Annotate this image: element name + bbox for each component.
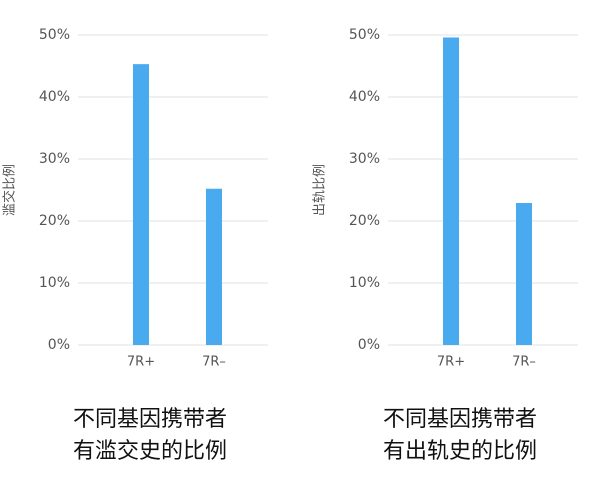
- y-tick-label: 20%: [349, 213, 380, 229]
- chart-title: 不同基因携带者: [73, 407, 227, 432]
- x-tick-label: 7R+: [127, 355, 155, 370]
- chart-title: 不同基因携带者: [383, 407, 537, 432]
- y-tick-label: 30%: [39, 151, 70, 167]
- y-tick-label: 40%: [349, 89, 380, 105]
- y-tick-label: 50%: [39, 27, 70, 43]
- y-tick-label: 10%: [39, 275, 70, 291]
- y-tick-label: 20%: [39, 213, 70, 229]
- bar: [133, 64, 149, 345]
- chart-title: 有滥交史的比例: [73, 439, 227, 464]
- y-tick-label: 40%: [39, 89, 70, 105]
- y-tick-label: 0%: [358, 337, 380, 353]
- x-tick-label: 7R–: [202, 355, 226, 370]
- bar: [443, 37, 459, 345]
- x-tick-label: 7R+: [437, 355, 465, 370]
- x-tick-label: 7R–: [512, 355, 536, 370]
- y-axis-label: 出轨比例: [313, 164, 328, 216]
- chart-title: 有出轨史的比例: [383, 439, 537, 464]
- y-axis-label: 滥交比例: [2, 164, 18, 216]
- y-tick-label: 50%: [349, 27, 380, 43]
- y-tick-label: 10%: [349, 275, 380, 291]
- bar: [516, 203, 532, 345]
- y-tick-label: 30%: [349, 151, 380, 167]
- bar: [206, 188, 222, 345]
- y-tick-label: 0%: [48, 337, 70, 353]
